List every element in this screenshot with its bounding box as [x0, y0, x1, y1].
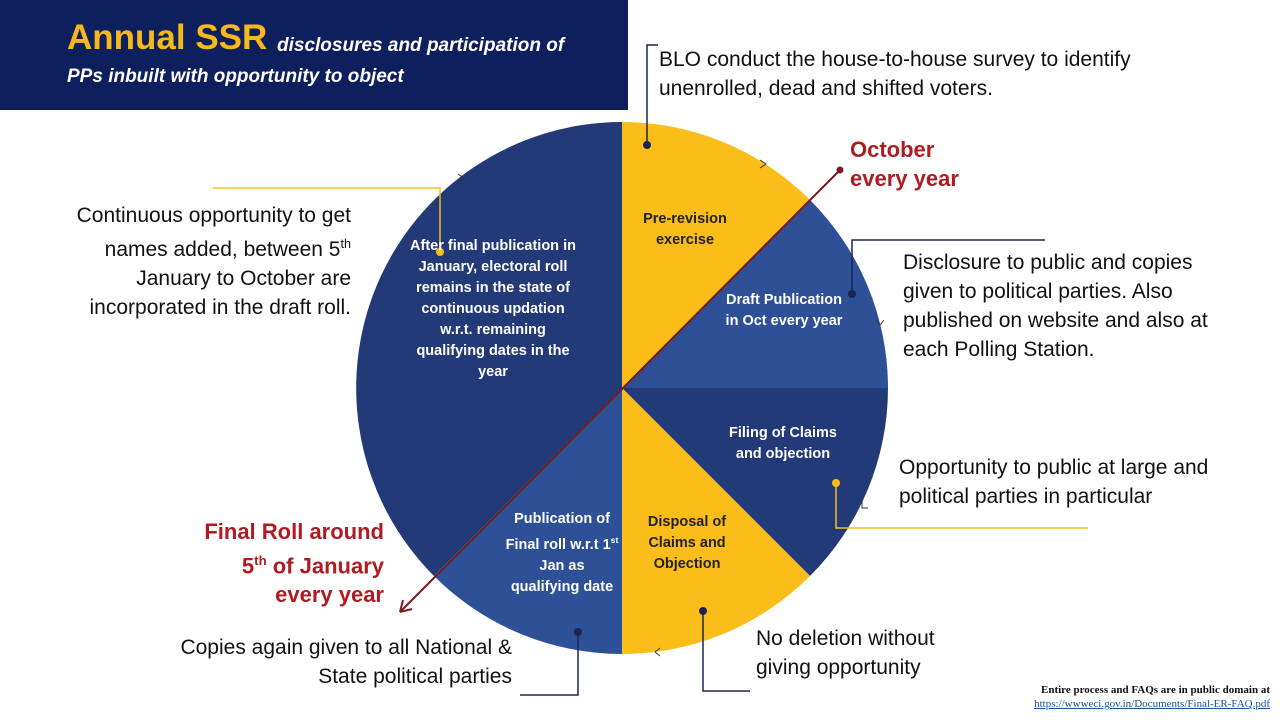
label-pre-revision: Pre-revision exercise [643, 211, 727, 248]
slice-publication [434, 388, 622, 654]
title-sub-line2: PPs inbuilt with opportunity to object [67, 66, 404, 87]
note-continuous: Continuous opportunity to get names adde… [76, 204, 351, 319]
label-after-final: After final publication in January, elec… [410, 238, 576, 380]
label-publication: Publication of Final roll w.r.t 1st Jan … [505, 511, 619, 595]
slice-draft [622, 200, 888, 388]
slice-after-final [356, 122, 622, 576]
label-draft: Draft Publication in Oct every year [725, 292, 843, 329]
title-sub-line1: disclosures and participation of [277, 35, 565, 56]
callout-disposal [702, 611, 750, 692]
callout-publication [520, 632, 579, 696]
note-no-deletion: No deletion without giving opportunity [756, 627, 935, 679]
callout-after-final [213, 187, 441, 252]
callout-draft [851, 239, 1045, 294]
header-banner [0, 0, 628, 110]
note-disclosure: Disclosure to public and copies given to… [903, 251, 1208, 361]
slice-filing [622, 388, 888, 576]
callout-blo [646, 44, 658, 145]
marker-final-roll: Final Roll around 5th of January every yea… [204, 519, 384, 608]
title-main: Annual SSR [67, 18, 268, 57]
slice-disposal [622, 388, 810, 654]
label-disposal: Disposal of Claims and Objection [647, 514, 727, 572]
note-blo: BLO conduct the house-to-house survey to… [659, 48, 1131, 100]
marker-october: October every year [850, 137, 959, 191]
callout-filing [835, 483, 1088, 529]
note-copies: Copies again given to all National & Sta… [180, 636, 512, 688]
slice-pre-revision [622, 122, 810, 388]
footer-note: Entire process and FAQs are in public do… [1041, 684, 1270, 696]
note-opportunity: Opportunity to public at large and polit… [899, 456, 1209, 508]
footer-link[interactable]: https://wwweci.gov.in/Documents/Final-ER… [1034, 698, 1270, 710]
label-filing: Filing of Claims and objection [729, 425, 837, 462]
timeline-arrow [399, 169, 841, 613]
